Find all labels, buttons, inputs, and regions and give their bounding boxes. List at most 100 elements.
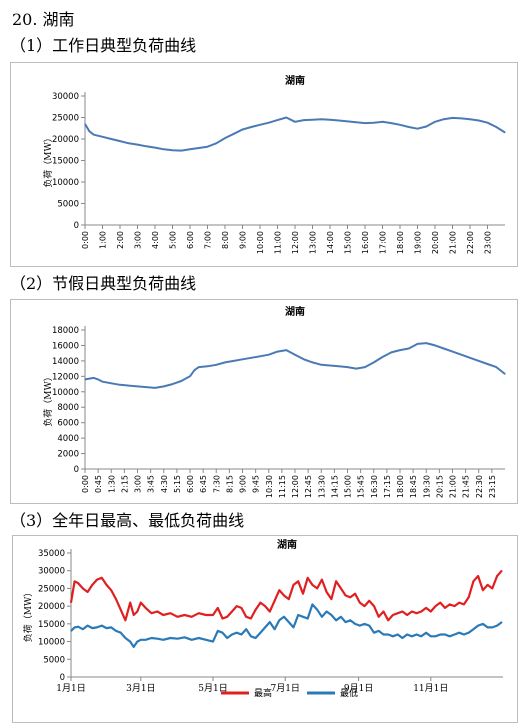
x-tick-label: 18:45 xyxy=(409,475,418,498)
data-point xyxy=(392,614,394,616)
x-tick-label: 4:30 xyxy=(160,475,169,493)
data-point xyxy=(460,354,462,356)
data-point xyxy=(212,614,214,616)
data-point xyxy=(294,354,296,356)
y-tick-label: 25000 xyxy=(38,584,65,594)
data-point xyxy=(224,137,226,139)
data-point xyxy=(212,640,214,643)
data-point xyxy=(193,369,195,371)
y-tick-label: 30000 xyxy=(52,92,79,102)
x-tick-label: 9:00 xyxy=(239,475,248,493)
y-tick-label: 20000 xyxy=(52,135,79,145)
data-point xyxy=(136,610,138,613)
data-point xyxy=(453,633,456,636)
data-point xyxy=(206,146,209,148)
y-tick-label: 25000 xyxy=(52,114,79,124)
data-point xyxy=(226,616,228,618)
data-point xyxy=(368,600,370,602)
x-tick-label: 13:30 xyxy=(317,475,326,498)
x-tick-label: 13:00 xyxy=(309,231,318,254)
data-point xyxy=(156,610,158,613)
data-point xyxy=(458,602,460,604)
data-point xyxy=(133,646,135,648)
data-point xyxy=(477,575,479,577)
data-point xyxy=(387,619,389,621)
x-tick-label: 21:45 xyxy=(462,475,471,498)
x-tick-label: 12:45 xyxy=(304,475,313,498)
y-axis-label: 负荷（MW） xyxy=(22,588,34,642)
data-point xyxy=(255,609,257,611)
data-point xyxy=(189,148,191,150)
data-point xyxy=(240,607,243,609)
y-tick-label: 10000 xyxy=(38,638,65,648)
data-point xyxy=(354,623,356,625)
data-point xyxy=(215,142,217,144)
data-point xyxy=(84,123,86,125)
x-tick-label: 15:00 xyxy=(344,475,353,498)
data-point xyxy=(77,626,79,628)
data-point xyxy=(236,605,238,607)
y-tick-label: 15000 xyxy=(52,157,79,167)
data-point xyxy=(425,342,427,344)
data-point xyxy=(233,133,235,135)
data-point xyxy=(307,617,309,620)
data-point xyxy=(399,349,401,351)
data-point xyxy=(133,614,135,616)
data-point xyxy=(387,633,389,636)
x-tick-label: 11月1日 xyxy=(413,683,448,694)
data-point xyxy=(154,387,156,389)
data-point xyxy=(425,632,427,634)
data-point xyxy=(145,386,147,388)
data-point xyxy=(224,361,226,364)
data-point xyxy=(264,626,266,628)
data-point xyxy=(231,610,233,613)
data-point xyxy=(96,626,98,628)
y-tick-label: 30000 xyxy=(38,567,65,577)
data-point xyxy=(311,119,314,121)
data-point xyxy=(335,619,337,621)
data-point xyxy=(478,360,480,362)
data-point xyxy=(443,118,445,120)
data-point xyxy=(303,358,305,360)
data-point xyxy=(292,584,295,586)
data-point xyxy=(359,625,361,627)
x-tick-label: 21:00 xyxy=(449,231,458,254)
data-point xyxy=(73,580,76,582)
y-tick-label: 0 xyxy=(74,465,79,475)
x-tick-label: 0:00 xyxy=(81,475,90,493)
data-point xyxy=(469,118,471,120)
data-point xyxy=(381,356,384,358)
data-point xyxy=(198,366,200,368)
data-point xyxy=(163,385,165,387)
data-point xyxy=(397,612,399,614)
heading-workday: （1）工作日典型负荷曲线 xyxy=(10,36,197,55)
data-point xyxy=(105,627,108,629)
data-point xyxy=(381,121,384,123)
y-tick-label: 18000 xyxy=(52,326,79,336)
x-tick-label: 6:00 xyxy=(186,475,195,493)
data-point xyxy=(221,632,224,634)
data-point xyxy=(303,119,305,121)
data-point xyxy=(311,361,314,364)
data-point xyxy=(171,383,174,385)
data-point xyxy=(120,632,122,634)
x-tick-label: 8:00 xyxy=(221,231,230,249)
data-point xyxy=(373,605,375,607)
data-point xyxy=(191,639,193,641)
data-point xyxy=(91,584,93,586)
y-tick-label: 12000 xyxy=(52,372,79,382)
data-point xyxy=(285,349,287,351)
data-point xyxy=(221,617,224,620)
data-point xyxy=(205,614,207,616)
x-tick-label: 15:00 xyxy=(344,231,353,254)
data-point xyxy=(486,122,489,124)
data-point xyxy=(250,617,252,620)
data-point xyxy=(241,128,244,131)
data-point xyxy=(264,605,266,607)
data-point xyxy=(269,610,271,613)
x-tick-label: 1:30 xyxy=(107,475,116,493)
data-point xyxy=(390,122,392,124)
data-point xyxy=(144,607,147,609)
data-point xyxy=(136,143,139,146)
data-point xyxy=(449,603,451,605)
